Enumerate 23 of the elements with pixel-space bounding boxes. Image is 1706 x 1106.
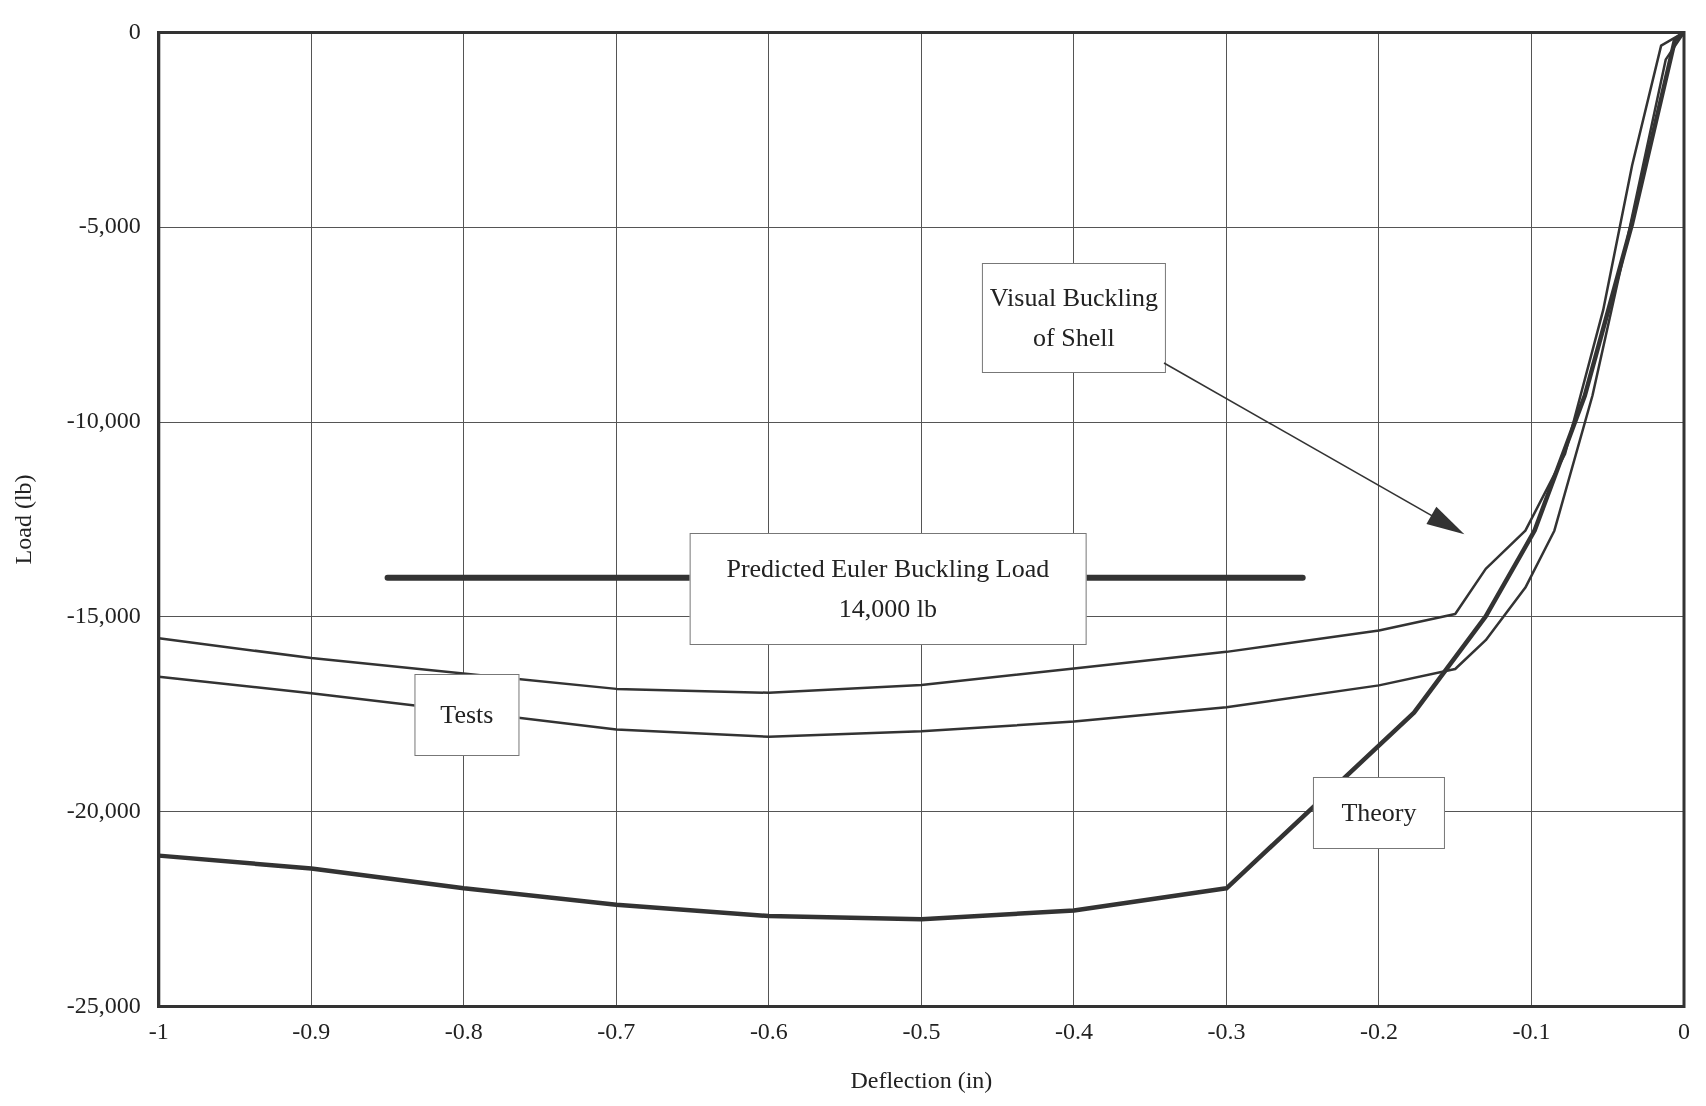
x-tick-label: -0.1	[1512, 1018, 1551, 1045]
annotation: Visual Buckling of Shell	[981, 262, 1166, 373]
y-tick-label: -20,000	[66, 796, 141, 823]
x-tick-label: -0.4	[1054, 1018, 1093, 1045]
y-tick-label: 0	[128, 17, 141, 44]
x-tick-label: -0.6	[749, 1018, 788, 1045]
x-tick-label: -0.2	[1359, 1018, 1398, 1045]
y-tick-label: -5,000	[78, 212, 141, 239]
x-tick-label: -0.5	[902, 1018, 941, 1045]
x-tick-label: -0.9	[292, 1018, 331, 1045]
x-tick-label: -1	[148, 1018, 169, 1045]
y-tick-label: -25,000	[66, 991, 141, 1018]
annotation: Predicted Euler Buckling Load 14,000 lb	[689, 532, 1087, 645]
y-axis-title: Load (lb)	[9, 474, 36, 565]
x-axis-title: Deflection (in)	[850, 1066, 993, 1093]
x-tick-label: -0.3	[1207, 1018, 1246, 1045]
annotation: Theory	[1312, 776, 1445, 849]
x-tick-label: -0.7	[597, 1018, 636, 1045]
y-tick-label: -10,000	[66, 407, 141, 434]
y-tick-label: -15,000	[66, 602, 141, 629]
annotation: Tests	[414, 674, 520, 757]
x-tick-label: -0.8	[444, 1018, 483, 1045]
x-tick-label: 0	[1678, 1018, 1690, 1045]
